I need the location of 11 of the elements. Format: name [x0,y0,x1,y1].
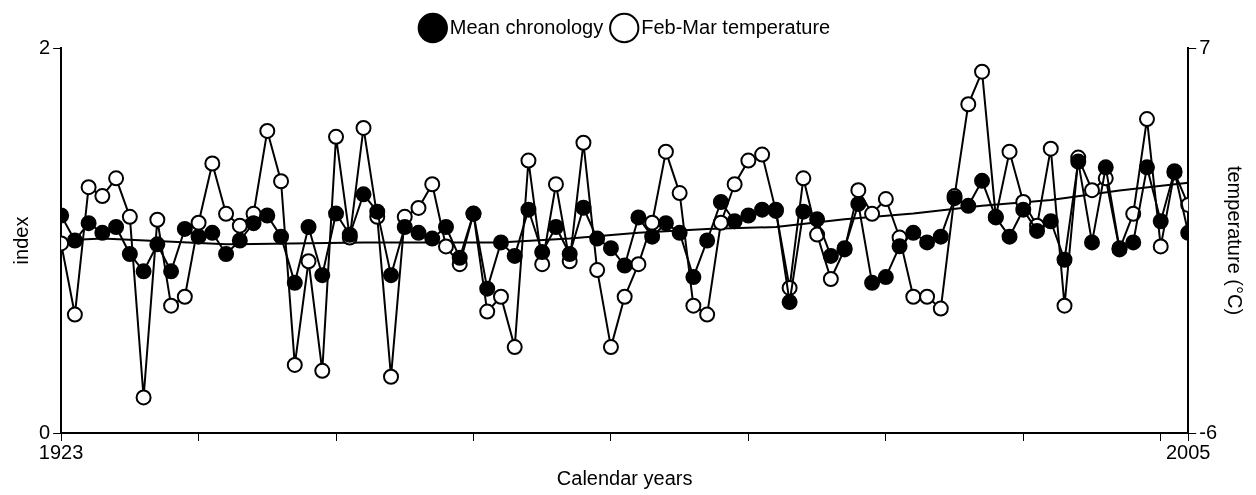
y2-tick-label: 7 [1199,35,1211,58]
legend-label: Mean chronology [449,15,604,38]
y2-axis-title: temperature (°C) [1224,165,1247,316]
x-tick-label: 1923 [38,440,84,463]
x-tick-label: 2005 [1165,440,1211,463]
y-tick-label: 2 [39,35,51,58]
y-tick-label: 0 [39,420,51,443]
y-axis-title: index [9,216,32,265]
y2-tick-label: -6 [1199,420,1218,443]
legend-label: Feb-Mar temperature [641,15,831,38]
x-axis-title: Calendar years [556,466,693,489]
